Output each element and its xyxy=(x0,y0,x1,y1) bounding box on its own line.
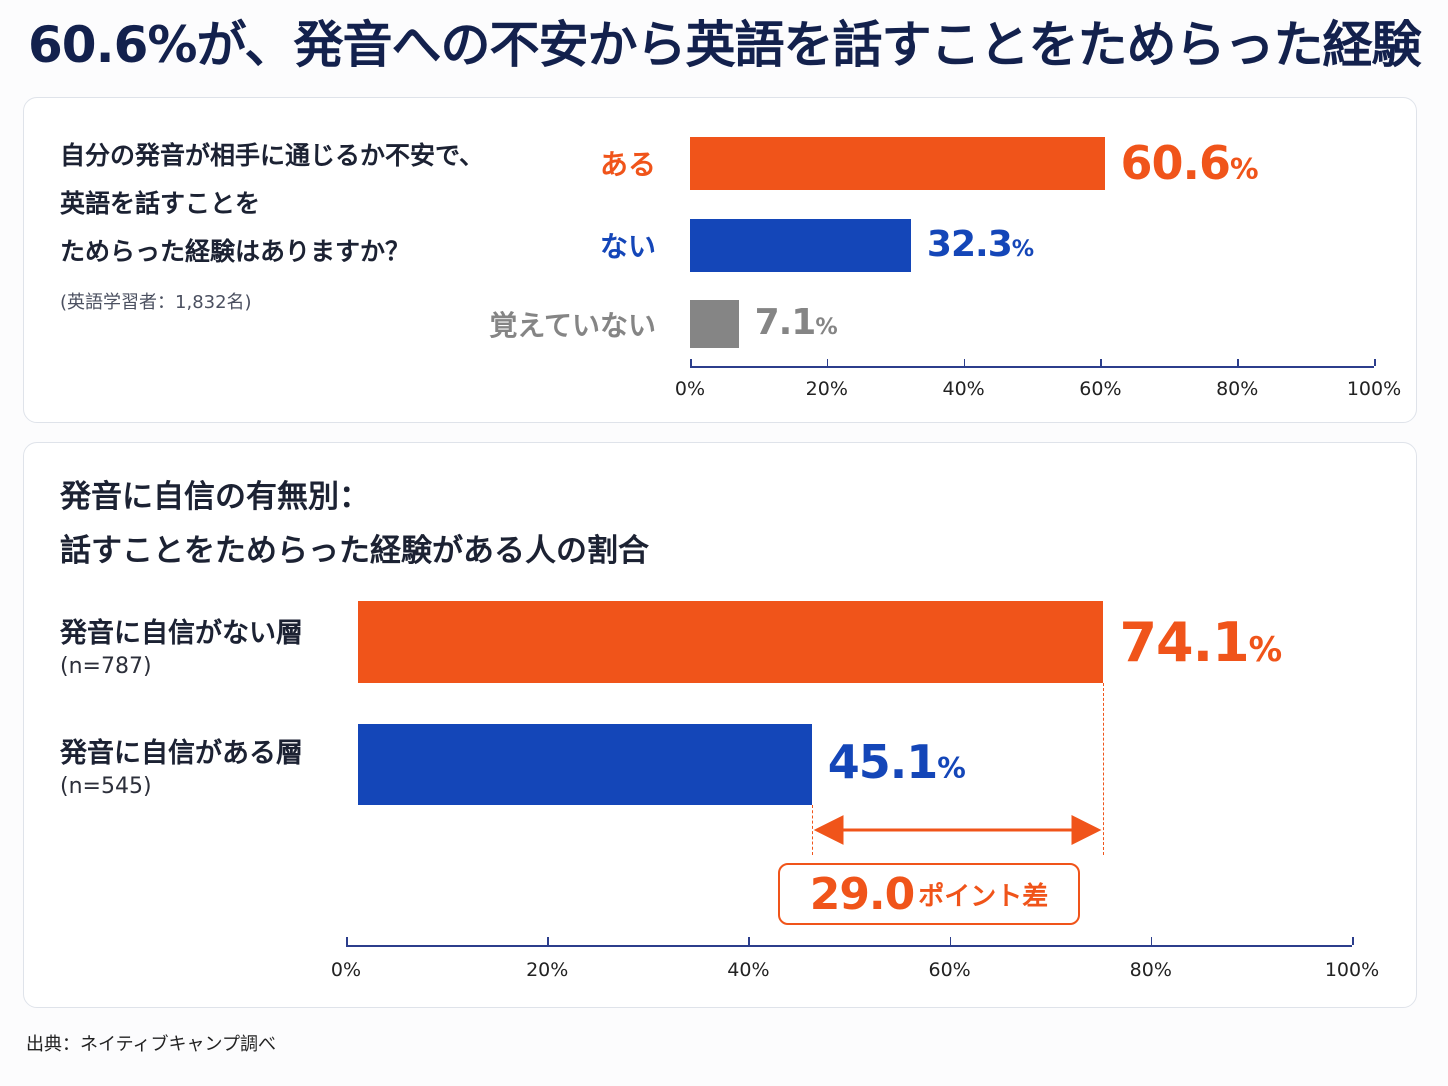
difference-suffix: ポイント差 xyxy=(918,881,1049,912)
x-tick-label: 80% xyxy=(1129,959,1172,981)
respondent-note: (英語学習者：1,832名) xyxy=(60,292,252,313)
group-label-not-confident: 発音に自信がない層 xyxy=(60,618,303,649)
x-tick xyxy=(1100,359,1102,366)
value-label-no-number: 32.3 xyxy=(926,224,1013,265)
guide-line-not-confident xyxy=(1103,683,1105,855)
group-label-confident: 発音に自信がある層 xyxy=(60,738,303,769)
value-label-yes-unit: % xyxy=(1230,153,1259,186)
x-tick xyxy=(1352,937,1354,945)
x-tick xyxy=(690,359,692,366)
value-label-confident-unit: % xyxy=(937,752,966,785)
x-axis-line xyxy=(346,945,1352,947)
difference-arrow xyxy=(813,815,1102,845)
question-line-3: ためらった経験はありますか？ xyxy=(60,237,411,266)
x-tick-label: 40% xyxy=(942,378,985,400)
bar-yes xyxy=(690,137,1105,190)
sample-size-not-confident: (n=787) xyxy=(60,654,152,679)
value-label-not-confident-number: 74.1 xyxy=(1119,611,1249,674)
difference-badge: 29.0 ポイント差 xyxy=(778,863,1080,925)
section-title-line-1: 発音に自信の有無別： xyxy=(60,479,370,515)
x-tick-label: 40% xyxy=(727,959,770,981)
x-tick-label: 0% xyxy=(330,959,362,981)
x-tick xyxy=(826,359,829,366)
x-tick-label: 20% xyxy=(805,378,848,400)
value-label-dont-remember-number: 7.1 xyxy=(754,302,817,343)
page-title: 60.6%が、発音への不安から英語を話すことをためらった経験 xyxy=(28,16,1421,74)
x-tick-label: 60% xyxy=(928,959,971,981)
bar-label-no: ない xyxy=(599,230,656,263)
value-label-no-unit: % xyxy=(1011,236,1035,262)
x-axis-line xyxy=(690,366,1374,368)
question-line-1: 自分の発音が相手に通じるか不安で、 xyxy=(60,141,485,170)
x-tick xyxy=(949,937,952,945)
value-label-not-confident-unit: % xyxy=(1248,630,1283,669)
x-tick-label: 100% xyxy=(1324,959,1380,981)
bar-not-confident xyxy=(358,601,1104,683)
value-label-no: 32.3% xyxy=(927,224,1034,265)
x-tick xyxy=(1374,359,1376,366)
question-line-2: 英語を話すことを xyxy=(60,189,261,218)
x-tick-label: 60% xyxy=(1079,378,1122,400)
value-label-confident: 45.1% xyxy=(828,735,966,789)
x-tick-label: 80% xyxy=(1216,378,1259,400)
bar-label-dont-remember: 覚えていない xyxy=(489,309,656,342)
x-tick-label: 0% xyxy=(674,378,706,400)
section-title-line-2: 話すことをためらった経験がある人の割合 xyxy=(60,533,649,569)
guide-line-confident xyxy=(811,805,813,855)
x-tick xyxy=(748,937,750,945)
x-tick xyxy=(547,937,549,945)
confidence-panel: 発音に自信の有無別： 話すことをためらった経験がある人の割合 発音に自信がない層… xyxy=(23,442,1417,1008)
bar-dont-remember xyxy=(690,300,739,348)
bar-no xyxy=(690,219,911,272)
x-tick-label: 20% xyxy=(526,959,569,981)
x-tick xyxy=(1150,937,1153,945)
survey-panel: 自分の発音が相手に通じるか不安で、 英語を話すことを ためらった経験はありますか… xyxy=(23,97,1417,423)
x-tick xyxy=(346,937,348,945)
value-label-yes: 60.6% xyxy=(1121,136,1259,190)
x-tick xyxy=(1237,359,1239,366)
value-label-dont-remember: 7.1% xyxy=(755,302,838,343)
value-label-not-confident: 74.1% xyxy=(1119,611,1282,674)
bar-confident xyxy=(358,724,812,805)
value-label-yes-number: 60.6 xyxy=(1120,136,1231,190)
source-note: 出典：ネイティブキャンプ調べ xyxy=(26,1034,277,1055)
x-tick xyxy=(963,359,966,366)
x-tick-label: 100% xyxy=(1346,378,1402,400)
sample-size-confident: (n=545) xyxy=(60,774,152,799)
difference-value: 29.0 xyxy=(809,868,916,920)
value-label-dont-remember-unit: % xyxy=(815,314,838,340)
bar-label-yes: ある xyxy=(599,148,656,181)
value-label-confident-number: 45.1 xyxy=(827,735,938,789)
